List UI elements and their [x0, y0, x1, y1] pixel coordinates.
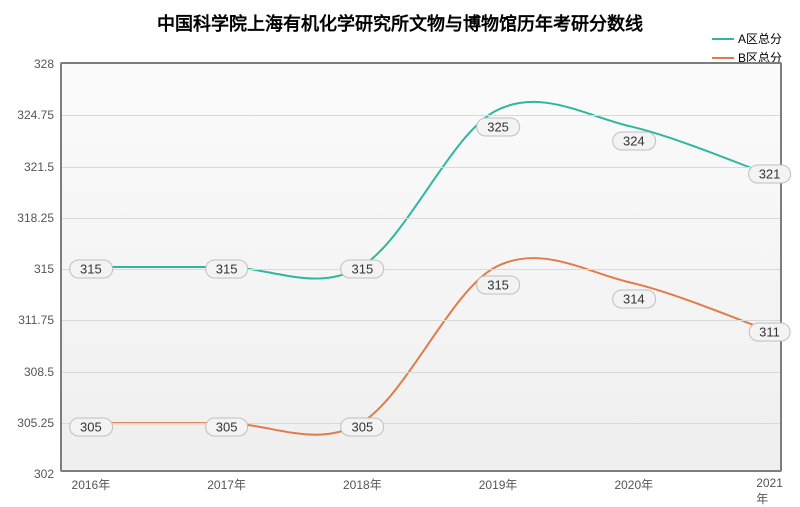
series-svg	[62, 64, 780, 470]
x-tick-label: 2019年	[479, 476, 518, 493]
plot-area: 302305.25308.5311.75315318.25321.5324.75…	[60, 62, 782, 472]
y-tick-label: 302	[34, 467, 54, 481]
gridline	[62, 269, 780, 270]
x-tick-label: 2017年	[207, 476, 246, 493]
data-label: 305	[340, 417, 384, 436]
gridline	[62, 423, 780, 424]
legend-item-a: A区总分	[712, 30, 782, 47]
data-label: 314	[612, 289, 656, 308]
data-label: 315	[69, 260, 113, 279]
data-label: 311	[748, 323, 791, 342]
y-tick-label: 311.75	[18, 313, 54, 327]
gridline	[62, 167, 780, 168]
gridline	[62, 320, 780, 321]
data-label: 321	[748, 165, 792, 184]
legend-label-a: A区总分	[738, 30, 782, 47]
chart-container: 中国科学院上海有机化学研究所文物与博物馆历年考研分数线 A区总分 B区总分 30…	[0, 0, 800, 500]
data-label: 305	[69, 417, 113, 436]
x-tick-label: 2016年	[72, 476, 111, 493]
legend-swatch-a	[712, 38, 734, 40]
data-label: 305	[205, 417, 249, 436]
series-line	[91, 102, 766, 279]
gridline	[62, 218, 780, 219]
gridline	[62, 372, 780, 373]
y-tick-label: 328	[34, 57, 54, 71]
x-tick-label: 2021年	[756, 476, 783, 507]
data-label: 315	[476, 276, 520, 295]
y-tick-label: 324.75	[17, 108, 54, 122]
y-tick-label: 321.5	[24, 160, 54, 174]
gridline	[62, 115, 780, 116]
y-tick-label: 318.25	[17, 211, 54, 225]
data-label: 324	[612, 132, 656, 151]
y-tick-label: 308.5	[24, 365, 54, 379]
legend-swatch-b	[712, 57, 734, 59]
series-line	[91, 258, 766, 435]
data-label: 315	[340, 260, 384, 279]
y-tick-label: 305.25	[17, 416, 54, 430]
x-tick-label: 2018年	[343, 476, 382, 493]
x-tick-label: 2020年	[614, 476, 653, 493]
y-tick-label: 315	[34, 262, 54, 276]
data-label: 325	[476, 118, 520, 137]
chart-title: 中国科学院上海有机化学研究所文物与博物馆历年考研分数线	[0, 10, 800, 36]
data-label: 315	[205, 260, 249, 279]
